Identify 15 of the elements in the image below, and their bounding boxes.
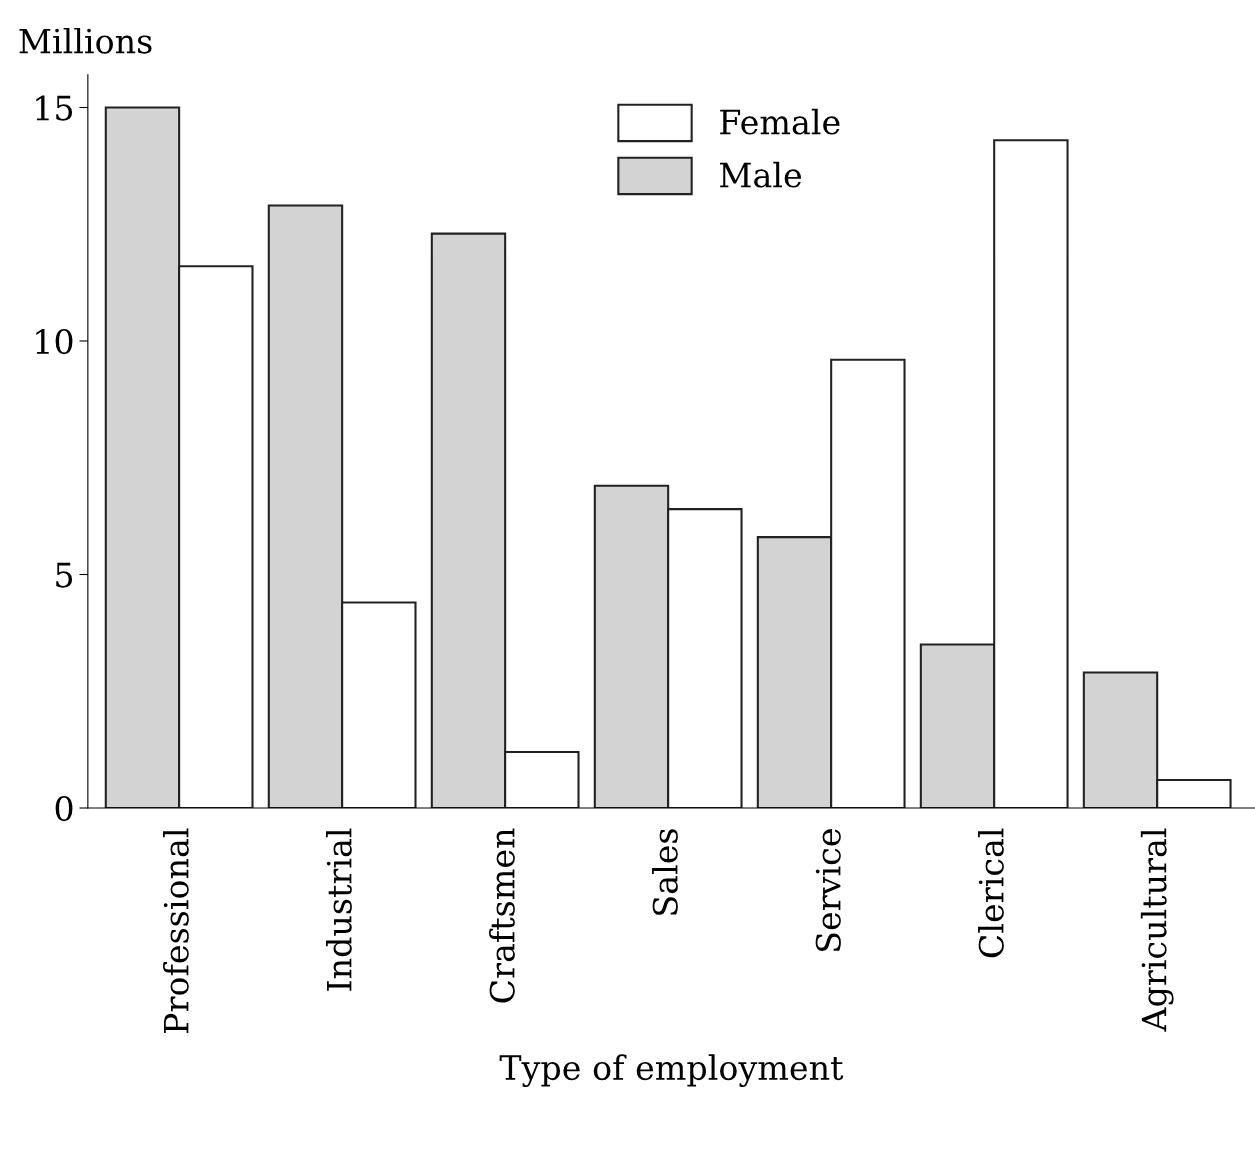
x-tick-label: Agricultural bbox=[1140, 828, 1174, 1032]
y-tick-label: 10 bbox=[36, 328, 73, 355]
x-axis-title: Type of employment bbox=[499, 1054, 844, 1088]
x-tick-label: Industrial bbox=[326, 828, 352, 991]
y-tick-label: 5 bbox=[56, 562, 73, 588]
legend-label: Female bbox=[720, 108, 840, 135]
y-axis-title: Millions bbox=[19, 27, 152, 54]
x-tick-label: Sales bbox=[652, 829, 678, 915]
y-tick-label: 0 bbox=[55, 795, 73, 822]
legend-label: Male bbox=[719, 161, 802, 188]
x-tick-label: Craftsmen bbox=[489, 828, 515, 1003]
y-tick-label: 15 bbox=[36, 95, 73, 121]
x-tick-label: Clerical bbox=[978, 828, 1004, 958]
x-tick-label: Professional bbox=[163, 828, 189, 1034]
x-tick-label: Service bbox=[815, 829, 841, 952]
